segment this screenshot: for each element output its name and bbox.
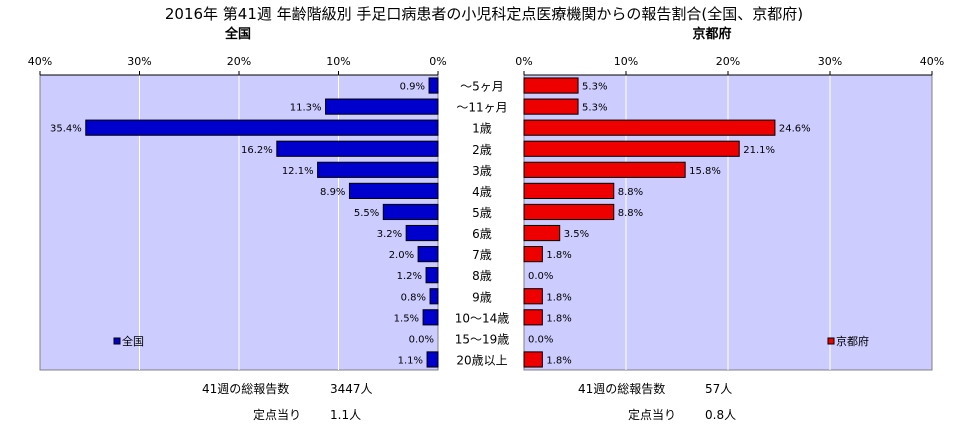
kyoto-tick-label: 0%	[515, 55, 532, 68]
category-label: 6歳	[472, 227, 492, 241]
national-data-label: 0.0%	[409, 334, 434, 345]
national-data-label: 0.8%	[401, 292, 426, 303]
national-plot: 40% 30% 20% 10% 0% 0.9% 11.3% 35.4% 16.2% 12.1% 8.…	[28, 55, 447, 371]
kyoto-bar	[523, 77, 579, 94]
national-data-label: 12.1%	[282, 166, 314, 177]
kyoto-bar	[523, 203, 615, 221]
kyoto-bar	[523, 140, 740, 157]
kyoto-bar	[523, 288, 543, 305]
national-data-label: 8.9%	[320, 187, 345, 198]
category-label: 10～14歳	[455, 311, 510, 325]
national-bar	[405, 224, 439, 242]
kyoto-data-label: 15.8%	[689, 166, 721, 177]
category-label: 9歳	[472, 290, 492, 304]
national-data-label: 16.2%	[241, 145, 273, 156]
national-legend-label: 全国	[122, 334, 144, 348]
kyoto-legend-swatch	[827, 337, 835, 345]
national-tick-label: 30%	[127, 55, 151, 68]
kyoto-tick-label: 10%	[614, 55, 638, 68]
category-label: 7歳	[472, 248, 492, 262]
kyoto-bar	[523, 98, 579, 115]
kyoto-data-label: 8.8%	[618, 187, 643, 198]
kyoto-tick-label: 40%	[920, 55, 944, 68]
kyoto-tick-label: 20%	[716, 55, 740, 68]
kyoto-bar	[523, 119, 776, 136]
national-tick-label: 20%	[227, 55, 251, 68]
kyoto-bar	[523, 224, 561, 242]
kyoto-data-label: 3.5%	[564, 229, 589, 240]
category-label: ～5ヶ月	[460, 80, 504, 94]
national-panel-title: 全国	[224, 26, 251, 42]
national-bar	[348, 182, 439, 199]
kyoto-data-label: 1.8%	[546, 250, 571, 261]
national-bar	[422, 309, 439, 326]
kyoto-panel-title: 京都府	[692, 26, 731, 42]
national-per-value: 1.1人	[330, 408, 361, 422]
national-data-label: 1.2%	[397, 271, 422, 282]
national-bar	[425, 267, 439, 284]
national-footer: 41週の総報告数 3447人 定点当り 1.1人	[202, 381, 373, 422]
kyoto-total-label: 41週の総報告数	[578, 381, 665, 396]
national-bar	[429, 288, 439, 305]
national-bar	[426, 351, 439, 368]
kyoto-per-label: 定点当り	[628, 407, 676, 422]
national-data-label: 1.5%	[394, 313, 419, 324]
national-data-label: 2.0%	[389, 250, 414, 261]
category-label: 5歳	[472, 206, 492, 220]
kyoto-per-value: 0.8人	[705, 408, 736, 422]
national-bar	[428, 77, 439, 94]
kyoto-bar	[523, 182, 615, 199]
kyoto-data-label: 24.6%	[779, 124, 811, 135]
kyoto-total-value: 57人	[705, 382, 732, 396]
category-label: 4歳	[472, 185, 492, 199]
national-total-label: 41週の総報告数	[202, 381, 289, 396]
kyoto-data-label: 0.0%	[528, 271, 553, 282]
national-bar	[417, 246, 439, 263]
national-data-label: 3.2%	[377, 229, 402, 240]
chart-title: 2016年 第41週 年齢階級別 手足口病患者の小児科定点医療機関からの報告割合…	[165, 5, 803, 23]
national-tick-label: 40%	[28, 55, 52, 68]
category-label: ～11ヶ月	[456, 101, 507, 115]
kyoto-tick-label: 30%	[818, 55, 842, 68]
national-legend-swatch	[113, 337, 121, 345]
kyoto-bar	[523, 309, 543, 326]
national-data-label: 1.1%	[398, 355, 423, 366]
national-tick-label: 10%	[326, 55, 350, 68]
national-total-value: 3447人	[330, 382, 373, 396]
national-data-label: 35.4%	[50, 124, 82, 135]
category-label: 15～19歳	[455, 332, 510, 346]
kyoto-data-label: 8.8%	[618, 208, 643, 219]
category-label: 3歳	[472, 164, 492, 178]
kyoto-bar	[523, 161, 686, 178]
kyoto-data-label: 0.0%	[528, 334, 553, 345]
category-label: 1歳	[472, 122, 492, 136]
national-per-label: 定点当り	[253, 407, 301, 422]
national-tick-label: 0%	[429, 55, 446, 68]
national-data-label: 11.3%	[290, 103, 322, 114]
kyoto-data-label: 5.3%	[582, 82, 607, 93]
kyoto-footer: 41週の総報告数 57人 定点当り 0.8人	[578, 381, 736, 422]
kyoto-data-label: 1.8%	[546, 355, 571, 366]
kyoto-legend-label: 京都府	[836, 334, 869, 348]
kyoto-bar	[523, 246, 543, 263]
kyoto-plot: 0% 10% 20% 30% 40% 5.3% 5.3% 24.6% 21.1% 15.8% 8.8…	[515, 55, 944, 371]
kyoto-data-label: 1.8%	[546, 313, 571, 324]
category-label: 20歳以上	[456, 353, 507, 367]
national-bar	[317, 161, 439, 178]
national-data-label: 5.5%	[354, 208, 379, 219]
kyoto-data-label: 1.8%	[546, 292, 571, 303]
kyoto-data-label: 21.1%	[743, 145, 775, 156]
national-data-label: 0.9%	[400, 82, 425, 93]
national-bar	[85, 119, 439, 136]
national-bar	[325, 98, 439, 115]
kyoto-data-label: 5.3%	[582, 103, 607, 114]
category-label: 2歳	[472, 143, 492, 157]
kyoto-bar	[523, 351, 543, 368]
national-bar	[276, 140, 439, 157]
national-bar	[382, 203, 439, 221]
category-labels: ～5ヶ月 ～11ヶ月 1歳 2歳 3歳 4歳 5歳 6歳 7歳 8歳 9歳 10～14歳 15～19歳 2…	[455, 80, 510, 368]
category-label: 8歳	[472, 269, 492, 283]
